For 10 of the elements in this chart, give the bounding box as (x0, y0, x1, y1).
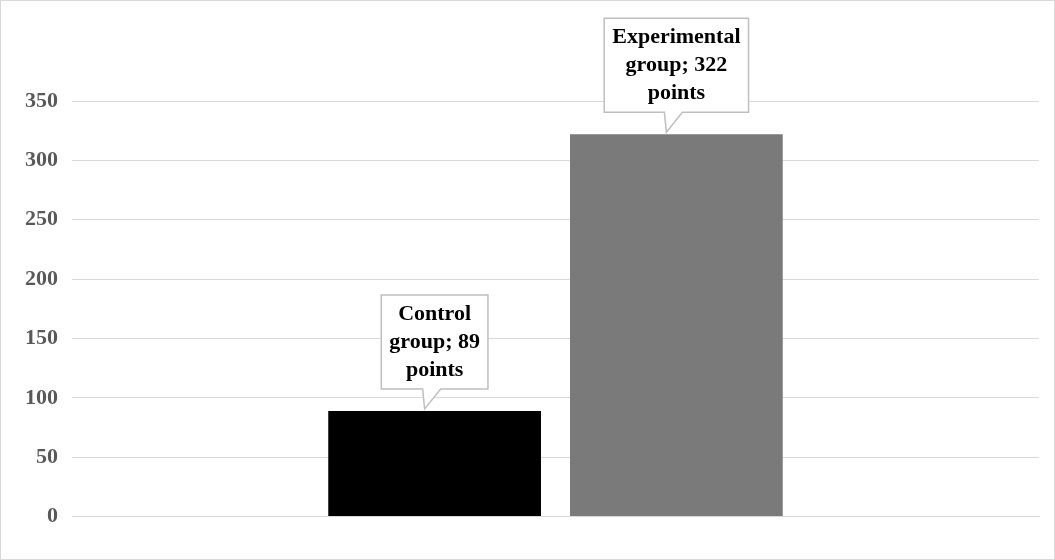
y-tick-label: 50 (36, 442, 58, 468)
y-tick-label: 100 (25, 383, 58, 409)
y-tick-label: 350 (25, 86, 58, 112)
y-tick-label: 0 (47, 502, 58, 528)
y-tick-label: 150 (25, 324, 58, 350)
y-tick-label: 300 (25, 146, 58, 172)
y-tick-label: 200 (25, 264, 58, 290)
data-label: Control group; 89 points (389, 299, 480, 381)
data-label: Experimental group; 322 points (612, 22, 741, 104)
y-tick-label: 250 (25, 205, 58, 231)
